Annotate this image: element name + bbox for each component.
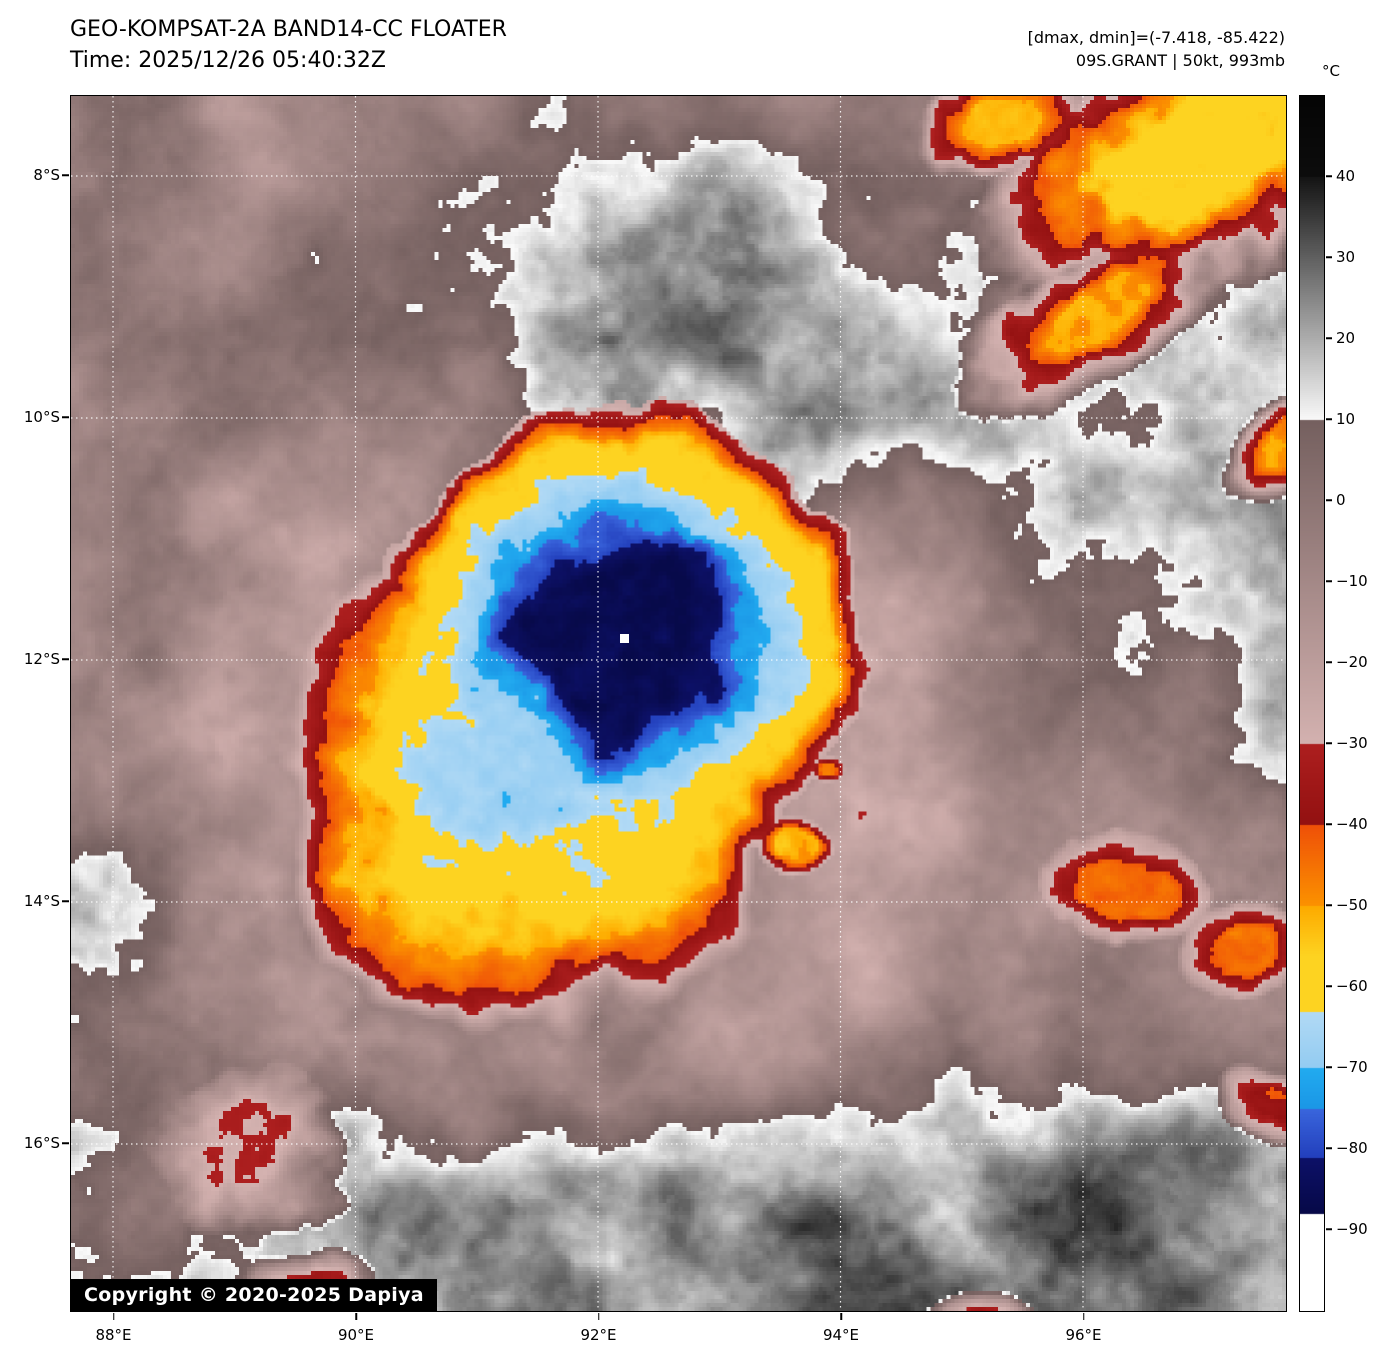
lon-tick-label: 92°E: [580, 1326, 617, 1344]
colorbar-tick-mark: [1326, 904, 1332, 906]
colorbar-tick-mark: [1326, 823, 1332, 825]
colorbar-tick-label: 10: [1336, 410, 1356, 428]
colorbar-tick-label: −20: [1336, 653, 1368, 671]
lon-tick-mark: [355, 1313, 357, 1320]
colorbar-tick-label: −30: [1336, 734, 1368, 752]
colorbar-unit-label: °C: [1322, 62, 1340, 80]
lon-tick-label: 88°E: [95, 1326, 132, 1344]
lat-tick-label: 12°S: [23, 650, 60, 668]
colorbar-tick-mark: [1326, 742, 1332, 744]
lon-tick-label: 94°E: [822, 1326, 860, 1344]
colorbar-tick-mark: [1326, 1147, 1332, 1149]
colorbar-tick-label: 30: [1336, 248, 1356, 266]
lon-tick-mark: [112, 1313, 115, 1320]
storm-info-label: 09S.GRANT | 50kt, 993mb: [1075, 51, 1285, 70]
info-block: [dmax, dmin]=(-7.418, -85.422) 09S.GRANT…: [1028, 26, 1285, 72]
colorbar-tick-label: −50: [1336, 896, 1368, 914]
colorbar-tick-mark: [1326, 661, 1332, 663]
colorbar-tick-mark: [1326, 985, 1332, 987]
satellite-image: [71, 96, 1286, 1311]
map-plot: Copyright © 2020-2025 Dapiya: [70, 95, 1287, 1312]
colorbar-tick-mark: [1326, 256, 1332, 258]
colorbar-tick-label: 0: [1336, 491, 1346, 509]
colorbar-tick-mark: [1326, 175, 1332, 177]
colorbar-tick-mark: [1326, 1228, 1332, 1230]
colorbar-tick-label: −90: [1336, 1220, 1368, 1238]
colorbar-tick-label: 40: [1336, 167, 1356, 185]
lon-tick-label: 90°E: [337, 1326, 375, 1344]
lon-tick-mark: [597, 1313, 600, 1320]
colorbar-tick-mark: [1326, 418, 1332, 420]
timestamp-label: Time: 2025/12/26 05:40:32Z: [70, 48, 386, 73]
colorbar-tick-mark: [1326, 580, 1332, 582]
lat-tick-mark: [62, 416, 69, 418]
colorbar-tick-mark: [1326, 1066, 1332, 1068]
copyright-badge: Copyright © 2020-2025 Dapiya: [71, 1279, 437, 1311]
lat-tick-label: 10°S: [23, 408, 60, 426]
lat-tick-mark: [62, 900, 69, 902]
lat-tick-label: 8°S: [33, 166, 60, 184]
colorbar-gradient: [1300, 96, 1324, 1311]
colorbar-tick-label: −40: [1336, 815, 1368, 833]
grid-overlay: [71, 96, 1286, 1311]
lat-tick-mark: [62, 174, 69, 176]
dmax-dmin-label: [dmax, dmin]=(-7.418, -85.422): [1027, 28, 1285, 47]
lon-tick-mark: [1082, 1313, 1085, 1320]
colorbar-tick-label: −60: [1336, 977, 1368, 995]
colorbar-tick-mark: [1326, 337, 1332, 339]
colorbar-tick-mark: [1326, 499, 1332, 501]
colorbar-tick-label: −10: [1336, 572, 1368, 590]
colorbar-tick-label: −70: [1336, 1058, 1368, 1076]
lat-tick-label: 14°S: [23, 892, 60, 910]
page-title: GEO-KOMPSAT-2A BAND14-CC FLOATER: [70, 17, 507, 42]
colorbar: [1299, 95, 1325, 1312]
storm-center-marker: [620, 634, 629, 643]
title-block: GEO-KOMPSAT-2A BAND14-CC FLOATER Time: 2…: [70, 14, 507, 76]
lon-tick-mark: [840, 1313, 842, 1320]
lat-tick-mark: [62, 658, 69, 660]
lat-tick-label: 16°S: [23, 1134, 60, 1152]
colorbar-tick-label: 20: [1336, 329, 1356, 347]
lon-tick-label: 96°E: [1065, 1326, 1102, 1344]
colorbar-tick-label: −80: [1336, 1139, 1368, 1157]
lat-tick-mark: [62, 1142, 69, 1144]
